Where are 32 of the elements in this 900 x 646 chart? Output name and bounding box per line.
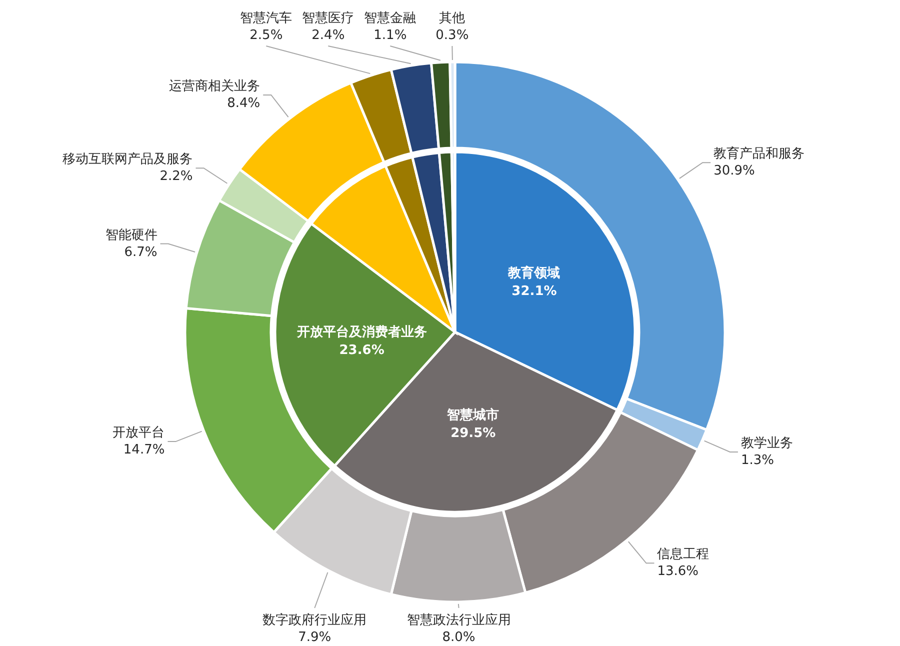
- data-label: 14.7%: [123, 442, 165, 458]
- slice-label: 数字政府行业应用: [262, 612, 367, 628]
- slice-label: 教学业务: [740, 436, 793, 452]
- data-label: 2.2%: [160, 169, 193, 184]
- slice-label: 教育领域: [507, 265, 560, 282]
- data-label: 13.6%: [657, 564, 699, 580]
- slice-label: 信息工程: [657, 547, 710, 562]
- data-label: 29.5%: [450, 426, 496, 441]
- data-label: 32.1%: [512, 284, 557, 300]
- slice-label: 运营商相关业务: [169, 78, 260, 94]
- slice-label: 智慧城市: [446, 406, 500, 423]
- slice-label: 开放平台及消费者业务: [296, 324, 427, 340]
- data-label: 2.5%: [250, 28, 283, 43]
- data-label: 23.6%: [339, 342, 384, 358]
- slice-label: 智能硬件: [105, 228, 158, 243]
- data-label: 2.4%: [312, 28, 345, 43]
- slice-label: 移动互联网产品及服务: [62, 152, 193, 168]
- slice-label: 教育产品和服务: [714, 146, 805, 162]
- data-label: 8.0%: [442, 630, 476, 645]
- data-label: 1.1%: [374, 28, 407, 43]
- data-label: 6.7%: [124, 244, 158, 260]
- slice-label: 智慧医疗: [302, 11, 354, 26]
- slice-label: 智慧金融: [364, 11, 416, 26]
- slice-label: 其他: [439, 11, 466, 26]
- data-label: 8.4%: [227, 96, 260, 111]
- slice-label: 开放平台: [112, 426, 165, 441]
- slice-label: 智慧政法行业应用: [406, 612, 511, 628]
- data-label: 0.3%: [436, 28, 469, 43]
- slice-label: 智慧汽车: [240, 11, 292, 26]
- data-label: 30.9%: [714, 164, 755, 179]
- data-label: 7.9%: [298, 630, 332, 645]
- data-label: 1.3%: [740, 453, 774, 468]
